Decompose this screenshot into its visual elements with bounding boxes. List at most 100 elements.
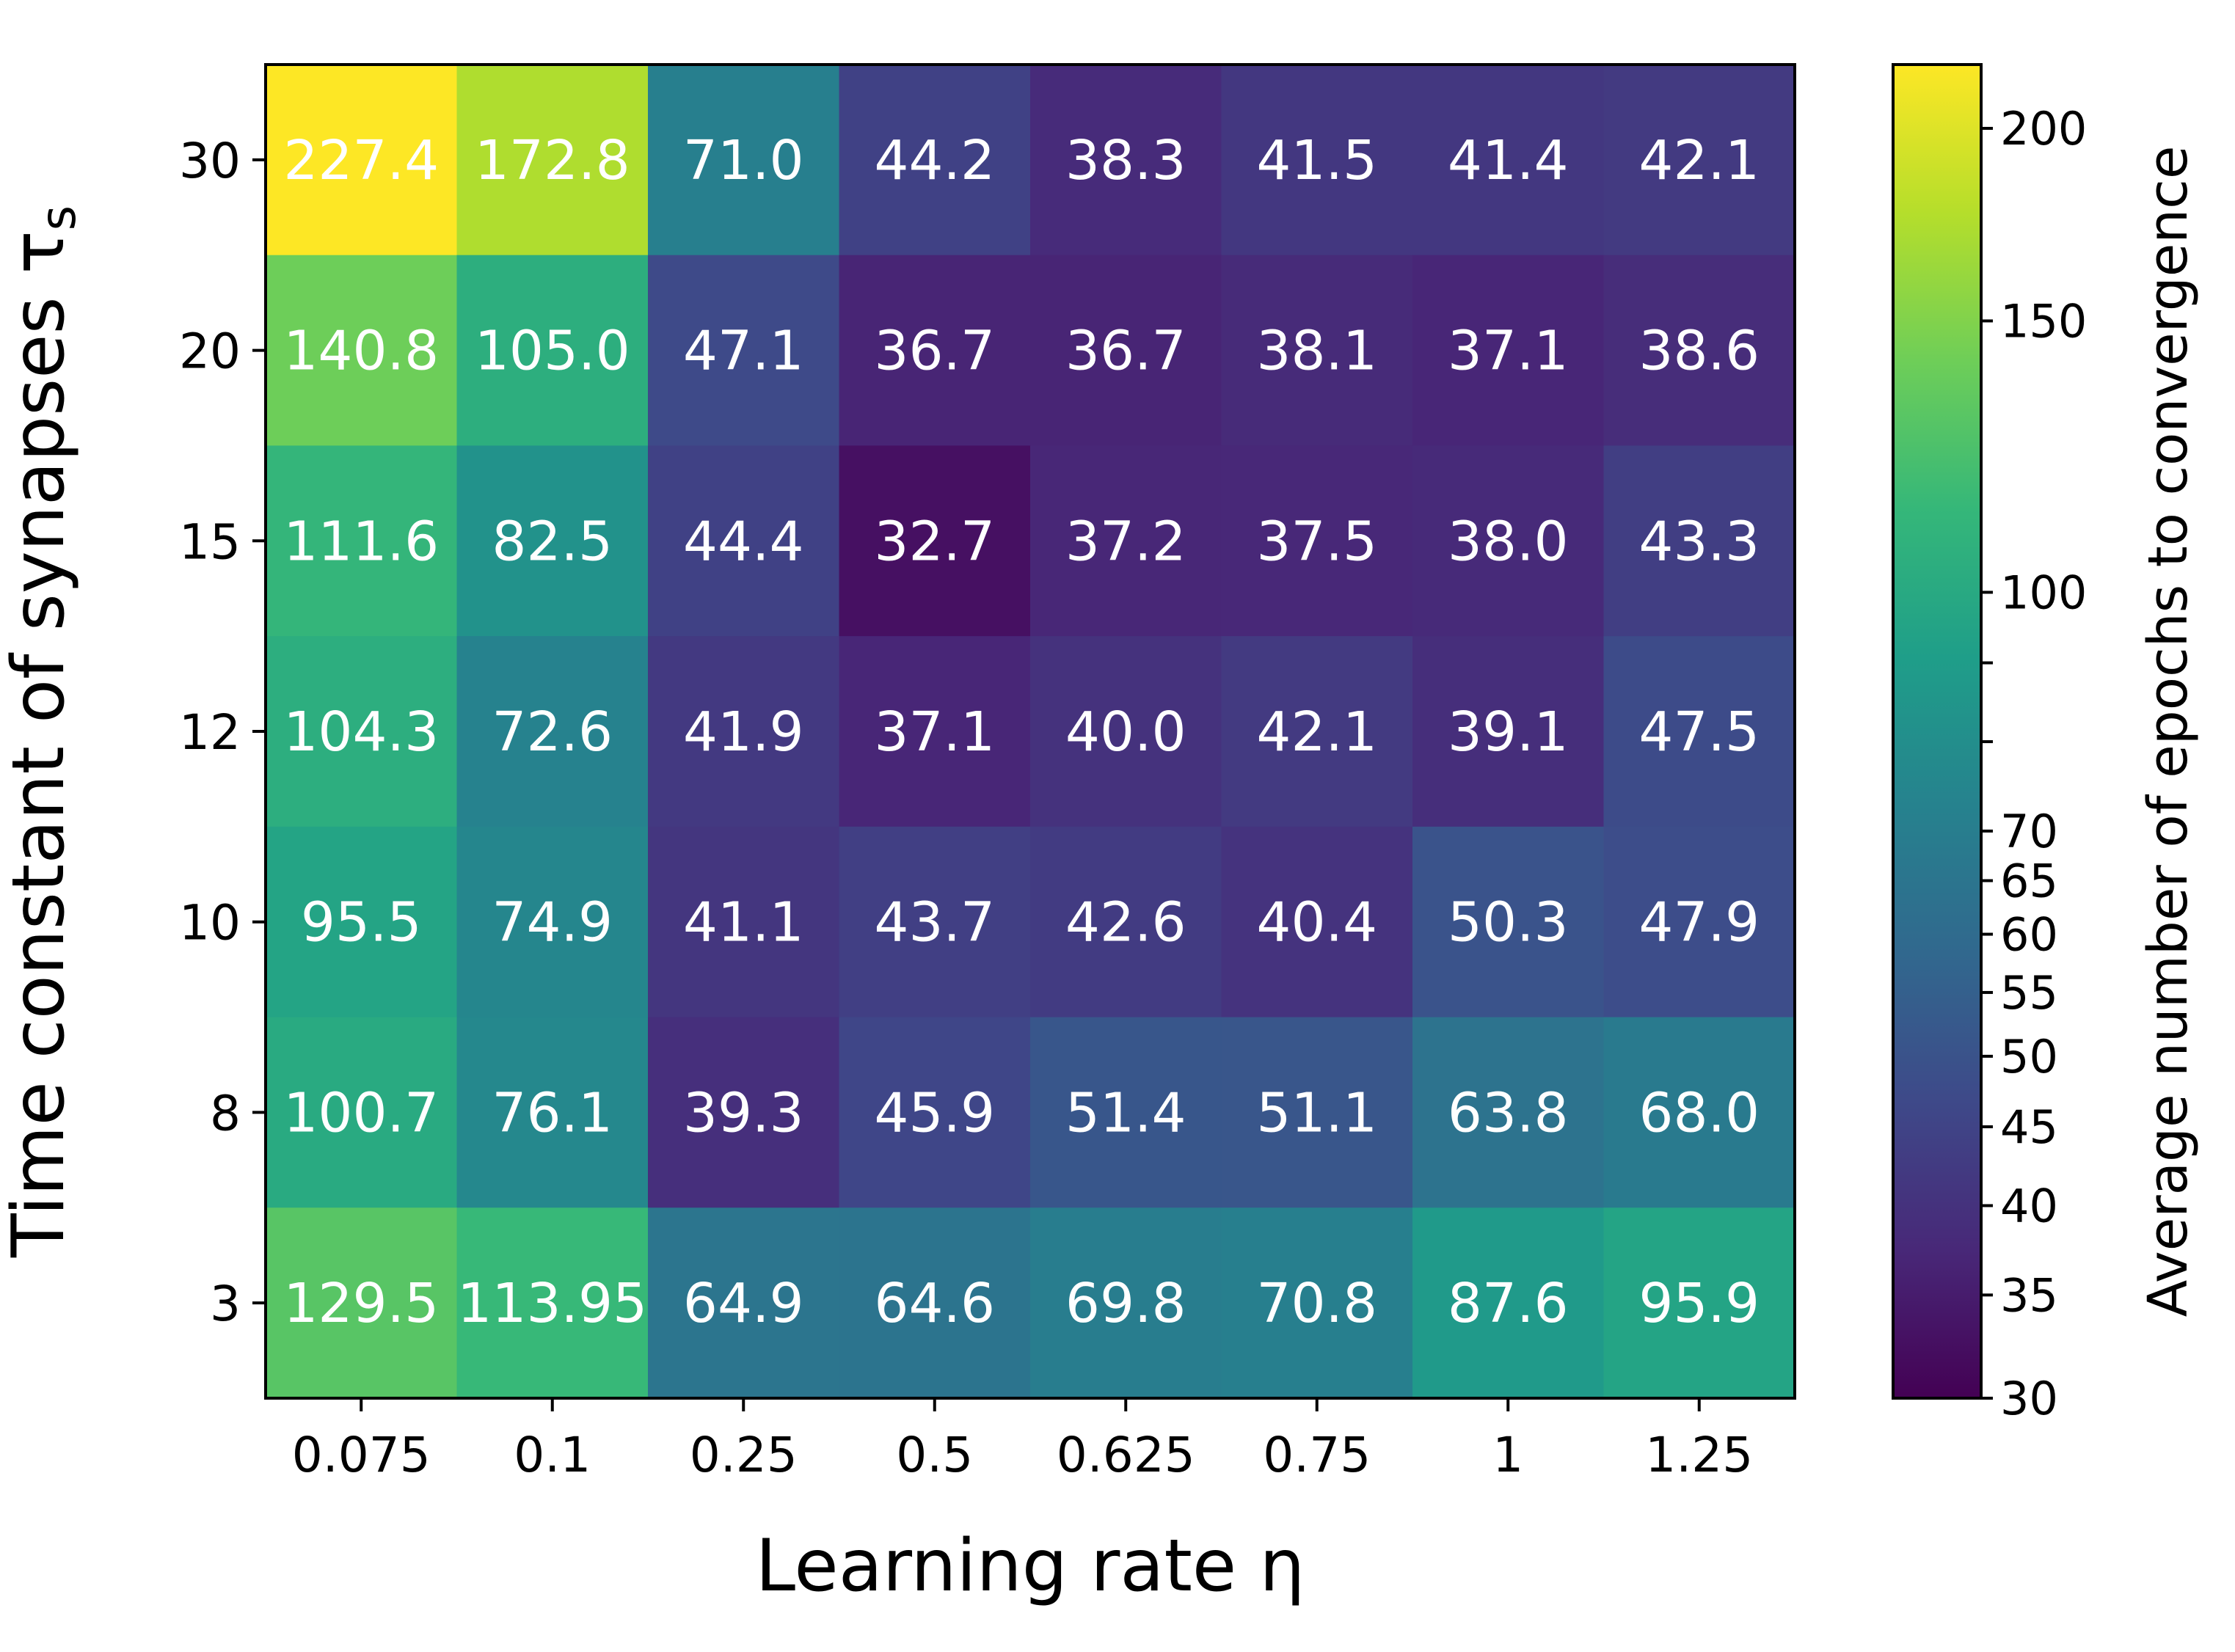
heatmap-cell bbox=[1603, 65, 1795, 256]
cell-value-label: 51.1 bbox=[1256, 1081, 1377, 1144]
x-axis-ticks: 0.075 0.1 0.25 0.5 0.625 0.75 1 1.25 bbox=[292, 1398, 1753, 1483]
y-tick-label: 20 bbox=[179, 324, 241, 380]
cell-value-label: 64.9 bbox=[683, 1272, 804, 1335]
heatmap-cell bbox=[266, 1017, 458, 1208]
heatmap-cell bbox=[648, 636, 840, 827]
heatmap-cell bbox=[1221, 445, 1413, 637]
cell-value-label: 95.9 bbox=[1638, 1272, 1760, 1335]
y-tick-label: 30 bbox=[179, 133, 241, 189]
x-tick-label: 0.75 bbox=[1263, 1427, 1371, 1483]
y-tick-label: 12 bbox=[179, 704, 241, 761]
colorbar-tick-label: 55 bbox=[2000, 966, 2058, 1020]
heatmap-cell bbox=[839, 1207, 1031, 1399]
heatmap-cell bbox=[266, 255, 458, 447]
x-axis-title: Learning rate η bbox=[756, 1524, 1305, 1608]
cell-value-label: 42.1 bbox=[1638, 129, 1760, 192]
y-tick-label: 8 bbox=[210, 1085, 241, 1141]
heatmap-cell bbox=[1412, 826, 1605, 1018]
heatmap-cell bbox=[1221, 1207, 1413, 1399]
colorbar-tick-label: 65 bbox=[2000, 855, 2058, 908]
colorbar-tick-label: 50 bbox=[2000, 1030, 2058, 1083]
heatmap-cell bbox=[1412, 1207, 1605, 1399]
cell-value-label: 72.6 bbox=[492, 701, 613, 764]
colorbar-tick-label: 100 bbox=[2000, 566, 2087, 619]
cell-value-label: 36.7 bbox=[874, 320, 995, 383]
heatmap-cell bbox=[456, 65, 649, 256]
cell-value-label: 76.1 bbox=[492, 1081, 613, 1144]
cell-value-label: 38.6 bbox=[1638, 320, 1760, 383]
cell-value-label: 47.9 bbox=[1638, 891, 1760, 954]
x-tick-label: 0.075 bbox=[292, 1427, 431, 1483]
heatmap-cell bbox=[266, 636, 458, 827]
heatmap-cell bbox=[1221, 65, 1413, 256]
heatmap-cell bbox=[1030, 445, 1222, 637]
y-axis-title-text: Time constant of synapses τ bbox=[0, 230, 81, 1258]
colorbar-tick-label: 40 bbox=[2000, 1180, 2058, 1233]
heatmap-cell bbox=[1221, 255, 1413, 447]
heatmap-cell bbox=[1603, 636, 1795, 827]
cell-value-label: 41.1 bbox=[683, 891, 804, 954]
cell-value-label: 70.8 bbox=[1256, 1272, 1377, 1335]
colorbar bbox=[1892, 63, 1983, 1400]
cell-value-label: 82.5 bbox=[492, 510, 613, 573]
heatmap-cell bbox=[1603, 1207, 1795, 1399]
heatmap-cell bbox=[456, 636, 649, 827]
cell-value-label: 69.8 bbox=[1065, 1272, 1186, 1335]
cell-value-label: 63.8 bbox=[1448, 1081, 1569, 1144]
cell-value-label: 74.9 bbox=[492, 891, 613, 954]
heatmap-cell bbox=[648, 65, 840, 256]
cell-value-label: 227.4 bbox=[283, 129, 439, 192]
heatmap-cells bbox=[266, 65, 1795, 1399]
colorbar-tick-label: 35 bbox=[2000, 1268, 2058, 1322]
y-tick-label: 3 bbox=[210, 1276, 241, 1332]
heatmap-cell bbox=[839, 65, 1031, 256]
heatmap-cell bbox=[648, 826, 840, 1018]
cell-value-label: 40.0 bbox=[1065, 701, 1186, 764]
colorbar-tick-label: 45 bbox=[2000, 1100, 2058, 1154]
y-tick-label: 10 bbox=[179, 895, 241, 951]
x-tick-label: 0.25 bbox=[690, 1427, 798, 1483]
heatmap-cell bbox=[648, 1017, 840, 1208]
heatmap-cell bbox=[456, 1207, 649, 1399]
cell-value-label: 42.1 bbox=[1256, 701, 1377, 764]
heatmap-cell bbox=[839, 826, 1031, 1018]
heatmap-cell bbox=[1412, 65, 1605, 256]
heatmap-cell bbox=[266, 445, 458, 637]
y-axis-title-subscript: s bbox=[30, 205, 87, 230]
heatmap-cell bbox=[456, 445, 649, 637]
heatmap-cell-labels: 227.4 172.8 71.0 44.2 38.3 41.5 41.4 42.1 140.8 1… bbox=[283, 129, 1760, 1335]
heatmap-cell bbox=[1603, 445, 1795, 637]
cell-value-label: 51.4 bbox=[1065, 1081, 1186, 1144]
cell-value-label: 47.1 bbox=[683, 320, 804, 383]
heatmap-cell bbox=[456, 255, 649, 447]
cell-value-label: 71.0 bbox=[683, 129, 804, 192]
cell-value-label: 45.9 bbox=[874, 1081, 995, 1144]
cell-value-label: 41.5 bbox=[1256, 129, 1377, 192]
cell-value-label: 37.2 bbox=[1065, 510, 1186, 573]
cell-value-label: 32.7 bbox=[874, 510, 995, 573]
y-axis-ticks: 30 20 15 12 10 8 3 bbox=[179, 133, 266, 1332]
x-tick-label: 0.1 bbox=[514, 1427, 591, 1483]
heatmap-cell bbox=[266, 826, 458, 1018]
cell-value-label: 43.3 bbox=[1638, 510, 1760, 573]
cell-value-label: 37.5 bbox=[1256, 510, 1377, 573]
cell-value-label: 172.8 bbox=[475, 129, 630, 192]
cell-value-label: 39.3 bbox=[683, 1081, 804, 1144]
colorbar-tick-label: 150 bbox=[2000, 294, 2087, 348]
heatmap-cell bbox=[1030, 826, 1222, 1018]
heatmap-cell bbox=[1221, 826, 1413, 1018]
cell-value-label: 111.6 bbox=[283, 510, 439, 573]
y-tick-label: 15 bbox=[179, 513, 241, 570]
heatmap-cell bbox=[1030, 1207, 1222, 1399]
cell-value-label: 39.1 bbox=[1448, 701, 1569, 764]
cell-value-label: 87.6 bbox=[1448, 1272, 1569, 1335]
heatmap-cell bbox=[1603, 826, 1795, 1018]
heatmap-cell bbox=[1412, 636, 1605, 827]
cell-value-label: 41.4 bbox=[1448, 129, 1569, 192]
cell-value-label: 50.3 bbox=[1448, 891, 1569, 954]
heatmap-cell bbox=[1412, 255, 1605, 447]
colorbar-tick-label: 30 bbox=[2000, 1372, 2058, 1425]
colorbar-tick-label: 200 bbox=[2000, 102, 2087, 156]
